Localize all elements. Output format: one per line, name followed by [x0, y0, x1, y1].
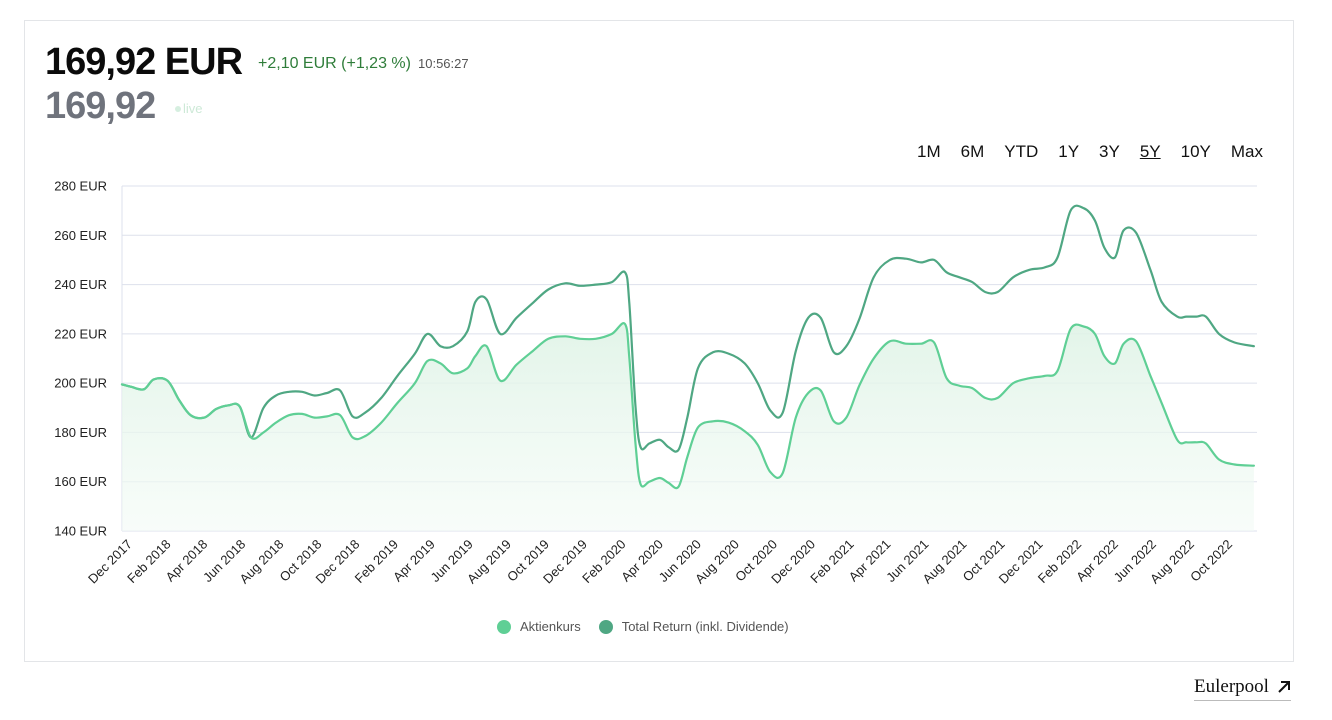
total-return-line [120, 204, 1255, 453]
range-max[interactable]: Max [1230, 142, 1263, 161]
y-axis-labels: 140 EUR 160 EUR 180 EUR 200 EUR 220 EUR 240 E… [54, 179, 107, 539]
arrow-up-right-icon [1278, 681, 1290, 693]
legend-item-aktienkurs[interactable]: Aktienkurs [497, 619, 581, 634]
range-5y[interactable]: 5Y [1139, 142, 1161, 161]
y-tick-label: 160 EUR [54, 474, 107, 489]
x-tick-label: Oct 2022 [1187, 537, 1235, 585]
eulerpool-link[interactable]: Eulerpool [1194, 676, 1291, 701]
price-change: +2,10 EUR (+1,23 %) [258, 55, 411, 72]
price-timestamp: 10:56:27 [418, 56, 469, 71]
aktienkurs-area [122, 323, 1254, 531]
range-ytd[interactable]: YTD [1004, 142, 1039, 161]
price-chart: 140 EUR 160 EUR 180 EUR 200 EUR 220 EUR 240 E… [54, 179, 1257, 587]
live-price: 169,92 [45, 85, 156, 127]
live-label: live [183, 101, 203, 116]
y-tick-label: 180 EUR [54, 425, 107, 440]
y-tick-label: 140 EUR [54, 524, 107, 539]
aktienkurs-line [120, 322, 1255, 490]
legend-dot-icon [497, 619, 511, 634]
range-1y[interactable]: 1Y [1058, 142, 1080, 161]
range-1m[interactable]: 1M [916, 142, 941, 161]
y-tick-label: 200 EUR [54, 376, 107, 391]
y-tick-label: 280 EUR [54, 179, 107, 194]
live-dot-icon [175, 105, 181, 112]
chart-card: 169,92 EUR +2,10 EUR (+1,23 %) 10:56:27 … [24, 20, 1294, 662]
series-lines [120, 204, 1255, 490]
live-indicator: live [175, 101, 203, 116]
legend-label-aktienkurs: Aktienkurs [520, 619, 581, 634]
brand-name: Eulerpool [1194, 676, 1269, 697]
range-6m[interactable]: 6M [960, 142, 985, 161]
y-tick-label: 240 EUR [54, 277, 107, 292]
range-10y[interactable]: 10Y [1180, 142, 1211, 161]
legend-dot-icon [598, 619, 613, 634]
y-tick-label: 260 EUR [54, 228, 107, 243]
legend-item-total-return[interactable]: Total Return (inkl. Dividende) [598, 619, 789, 634]
area-fill [122, 323, 1254, 531]
legend-label-total-return: Total Return (inkl. Dividende) [621, 619, 789, 634]
range-3y[interactable]: 3Y [1099, 142, 1120, 161]
chart-legend: Aktienkurs Total Return (inkl. Dividende… [497, 619, 789, 634]
y-tick-label: 220 EUR [54, 326, 107, 341]
current-price: 169,92 EUR [45, 41, 243, 83]
time-range-selector: 1M 6M YTD 1Y 3Y 5Y 10Y Max [917, 142, 1263, 162]
